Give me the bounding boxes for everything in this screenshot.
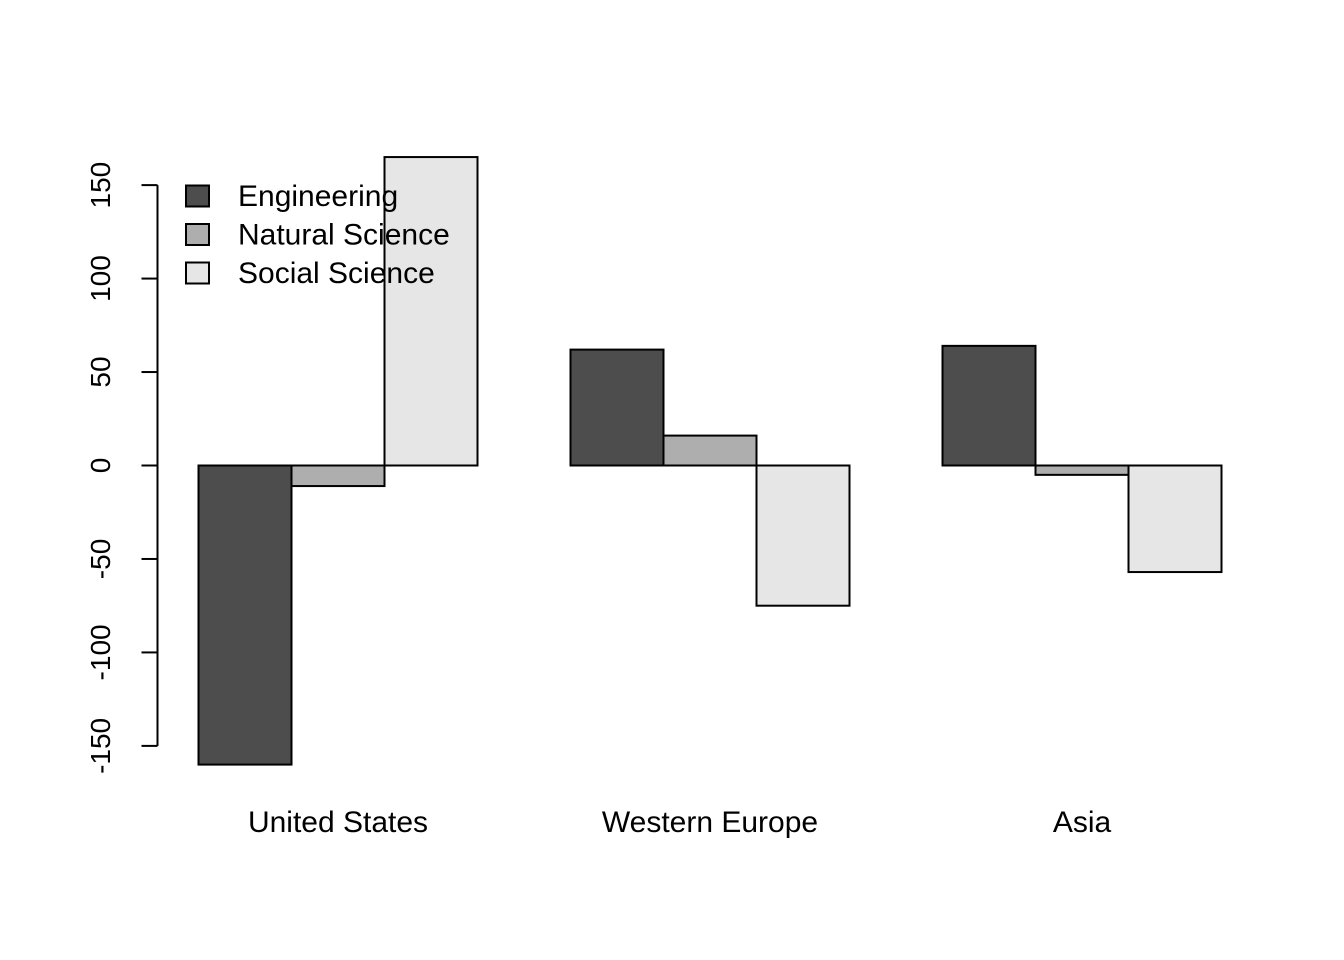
- bar-asia-social-science: [1127, 464, 1223, 574]
- y-tick-label: 150: [85, 162, 116, 209]
- legend: Engineering Natural Science Social Science: [185, 180, 450, 290]
- y-tick-label: -50: [85, 539, 116, 579]
- bar-asia-engineering: [941, 344, 1037, 467]
- x-axis-labels: United States Western Europe Asia: [248, 806, 1112, 839]
- bar-western-europe-engineering: [569, 348, 665, 467]
- legend-label-social-science: Social Science: [238, 257, 435, 290]
- bar-united-states-engineering: [197, 464, 293, 766]
- y-axis: -150 -100 -50 0 50 100 150: [85, 162, 159, 774]
- x-tick-label: United States: [248, 806, 428, 839]
- x-tick-label: Western Europe: [602, 806, 818, 839]
- legend-swatch-natural-science: [185, 223, 210, 246]
- bar-united-states-social-science: [383, 156, 479, 467]
- legend-swatch-social-science: [185, 261, 210, 285]
- y-tick-label: -100: [85, 624, 116, 680]
- y-tick-label: 100: [85, 255, 116, 302]
- legend-label-natural-science: Natural Science: [238, 219, 450, 252]
- bar-western-europe-social-science: [755, 464, 851, 607]
- y-tick-label: 50: [85, 356, 116, 387]
- x-tick-label: Asia: [1053, 806, 1112, 839]
- legend-label-engineering: Engineering: [238, 180, 398, 213]
- bar-western-europe-natural-science: [662, 434, 758, 467]
- y-tick-label: 0: [85, 458, 116, 474]
- bar-asia-natural-science: [1034, 464, 1130, 476]
- legend-swatch-engineering: [185, 184, 210, 208]
- bars-layer: [197, 156, 1223, 766]
- bar-united-states-natural-science: [290, 464, 386, 488]
- y-tick-label: -150: [85, 718, 116, 774]
